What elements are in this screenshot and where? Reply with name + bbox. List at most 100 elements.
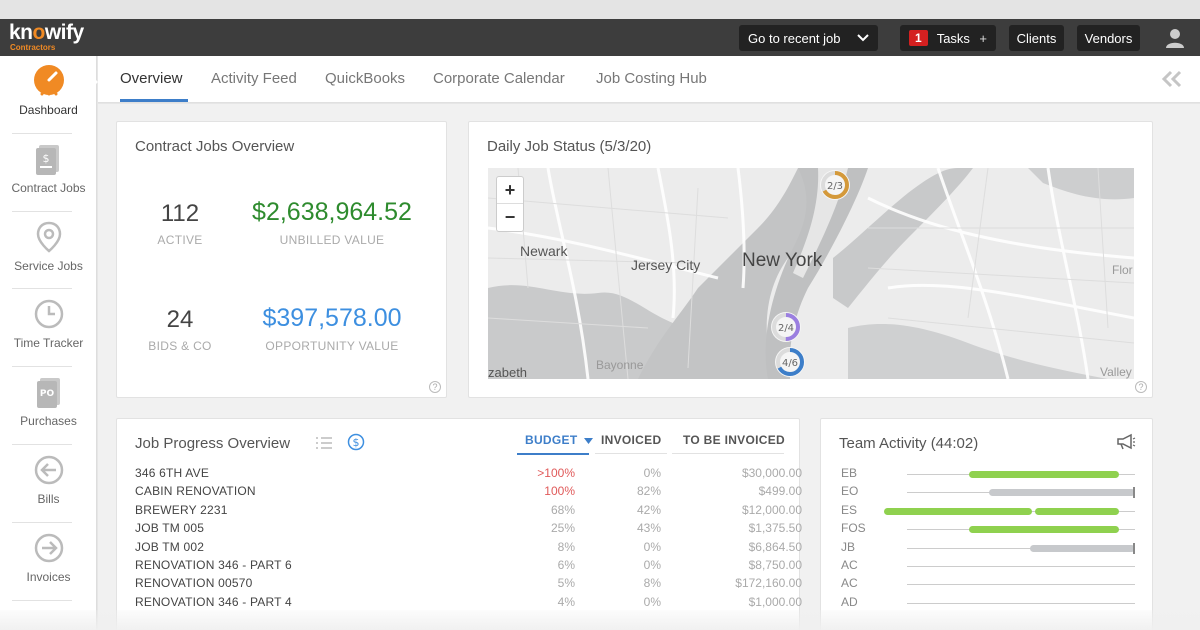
megaphone-icon[interactable]: [1116, 433, 1136, 451]
dollar-view-icon[interactable]: $: [347, 433, 365, 451]
invoiced-percent: 42%: [636, 502, 661, 517]
top-bar: knowify Contractors Go to recent job 1 T…: [0, 19, 1200, 56]
team-member-row[interactable]: EB: [841, 466, 1141, 484]
job-name: RENOVATION 00570: [135, 576, 253, 591]
tasks-count-badge: 1: [909, 30, 928, 46]
table-row[interactable]: JOB TM 002 8% 0% $6,864.50: [135, 539, 802, 558]
sidebar-item-contract-jobs[interactable]: $ Contract Jobs: [0, 142, 97, 195]
tasks-button[interactable]: 1 Tasks +: [900, 25, 996, 51]
svg-text:$: $: [42, 152, 49, 165]
sidebar-item-dashboard[interactable]: Dashboard: [0, 64, 97, 117]
budget-header-label: BUDGET: [525, 433, 578, 447]
marker-label: 4/6: [782, 358, 798, 369]
budget-percent: 5%: [557, 576, 575, 591]
sidebar-item-invoices[interactable]: Invoices: [0, 531, 97, 584]
tab-overview[interactable]: Overview: [120, 70, 183, 87]
activity-bar: [989, 489, 1135, 497]
sidebar-item-bills[interactable]: Bills: [0, 453, 97, 506]
to-be-invoiced-amount: $1,375.50: [748, 521, 802, 536]
tab-activity-feed[interactable]: Activity Feed: [211, 70, 297, 87]
activity-live-marker: [1133, 487, 1135, 499]
sidebar-item-label: Dashboard: [19, 103, 78, 117]
table-row[interactable]: 346 6TH AVE >100% 0% $30,000.00: [135, 466, 802, 484]
opportunity-value[interactable]: $397,578.00: [262, 304, 402, 332]
budget-percent: 8%: [557, 539, 575, 554]
sidebar-nav: Dashboard $ Contract Jobs Service Jobs T…: [0, 56, 97, 630]
team-member-initials: AC: [841, 576, 858, 591]
map-zoom-control: + −: [496, 176, 524, 232]
map-canvas: [488, 168, 1134, 379]
daily-job-status-title: Daily Job Status (5/3/20): [487, 138, 652, 155]
table-row[interactable]: RENOVATION 00570 5% 8% $172,160.00: [135, 576, 802, 594]
vendors-button[interactable]: Vendors: [1077, 25, 1140, 51]
table-row[interactable]: RENOVATION 346 - PART 6 6% 0% $8,750.00: [135, 558, 802, 576]
map-label-new-york: New York: [742, 250, 823, 271]
opportunity-label: OPPORTUNITY VALUE: [265, 339, 399, 353]
table-row[interactable]: RENOVATION 346 - PART 4 4% 0% $1,000.00: [135, 595, 802, 613]
team-member-row[interactable]: AC: [841, 576, 1141, 594]
budget-column-header[interactable]: BUDGET: [525, 433, 594, 447]
add-task-icon[interactable]: +: [979, 30, 987, 46]
clients-button[interactable]: Clients: [1009, 25, 1064, 51]
active-count[interactable]: 112: [160, 200, 200, 227]
tab-quickbooks[interactable]: QuickBooks: [325, 70, 406, 87]
active-tab-indicator: [120, 99, 188, 102]
to-be-invoiced-column-header[interactable]: TO BE INVOICED: [683, 433, 785, 447]
tab-corporate-calendar[interactable]: Corporate Calendar: [433, 70, 565, 87]
table-row[interactable]: CABIN RENOVATION 100% 82% $499.00: [135, 484, 802, 502]
to-be-invoiced-amount: $499.00: [758, 484, 802, 499]
active-label: ACTIVE: [157, 233, 203, 247]
recent-job-dropdown[interactable]: Go to recent job: [739, 25, 878, 51]
sidebar-item-purchases[interactable]: PO Purchases: [0, 375, 97, 428]
job-name: CABIN RENOVATION: [135, 484, 256, 499]
bids-count[interactable]: 24: [166, 306, 194, 333]
clock-icon: [34, 299, 63, 329]
double-chevron-left-icon[interactable]: [1160, 69, 1184, 89]
team-member-row[interactable]: AC: [841, 558, 1141, 576]
team-member-row[interactable]: FOS: [841, 521, 1141, 539]
to-be-invoiced-amount: $6,864.50: [748, 539, 802, 554]
po-document-icon: PO: [36, 378, 60, 408]
list-view-icon[interactable]: [315, 435, 333, 451]
invoiced-column-header[interactable]: INVOICED: [601, 433, 662, 447]
job-name: JOB TM 002: [135, 539, 205, 554]
bottom-fade-overlay: [0, 610, 1200, 630]
tab-bar: Overview Activity Feed QuickBooks Corpor…: [98, 56, 1200, 103]
team-member-initials: AC: [841, 558, 858, 572]
sidebar-divider: [12, 522, 72, 523]
job-progress-title: Job Progress Overview: [135, 435, 291, 452]
job-status-marker[interactable]: 4/6: [775, 347, 805, 377]
job-status-marker[interactable]: 2/4: [771, 312, 801, 342]
arrow-right-circle-icon: [34, 533, 63, 563]
team-member-row[interactable]: JB: [841, 540, 1141, 558]
column-divider: [672, 453, 784, 454]
team-member-row[interactable]: ES: [841, 503, 1141, 521]
table-row[interactable]: JOB TM 005 25% 43% $1,375.50: [135, 521, 802, 539]
svg-text:PO: PO: [39, 389, 54, 399]
invoiced-percent: 8%: [643, 576, 661, 591]
sidebar-item-time-tracker[interactable]: Time Tracker: [0, 297, 97, 350]
table-row[interactable]: BREWERY 2231 68% 42% $12,000.00: [135, 502, 802, 521]
contract-jobs-title: Contract Jobs Overview: [135, 138, 295, 155]
sidebar-item-label: Contract Jobs: [11, 181, 86, 195]
job-progress-card: Job Progress Overview $ BUDGET INVOICED …: [116, 418, 802, 630]
team-member-row[interactable]: AD: [841, 595, 1141, 613]
tab-job-costing-hub[interactable]: Job Costing Hub: [596, 70, 707, 87]
help-icon[interactable]: ?: [1135, 381, 1147, 393]
team-activity-card: Team Activity (44:02) EB EO ES FOS JB AC AC AD: [820, 418, 1153, 630]
help-icon[interactable]: ?: [429, 381, 441, 393]
sidebar-item-service-jobs[interactable]: Service Jobs: [0, 220, 97, 273]
map-label-bayonne: Bayonne: [596, 358, 644, 372]
knowify-logo[interactable]: knowify Contractors: [9, 22, 84, 52]
job-status-marker[interactable]: 2/3: [820, 170, 850, 200]
zoom-in-button[interactable]: +: [497, 177, 523, 204]
unbilled-value[interactable]: $2,638,964.52: [252, 198, 412, 226]
team-member-row[interactable]: EO: [841, 484, 1141, 502]
job-name: RENOVATION 346 - PART 6: [135, 558, 292, 572]
zoom-out-button[interactable]: −: [504, 207, 516, 227]
browser-top-strip: [0, 0, 1200, 19]
team-member-initials: AD: [841, 594, 858, 609]
job-map[interactable]: + − Newark Jersey City New York Bayonne …: [488, 168, 1134, 379]
user-account-icon[interactable]: [1164, 27, 1186, 49]
sidebar-divider: [12, 288, 72, 289]
